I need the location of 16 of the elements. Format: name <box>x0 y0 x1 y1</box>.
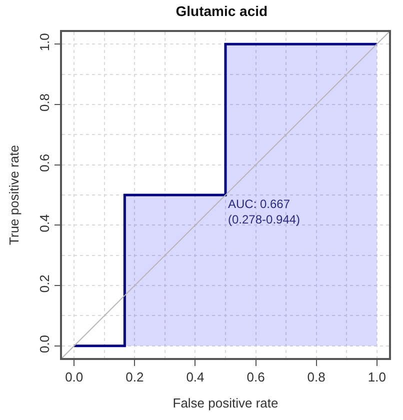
y-tick-label: 0.4 <box>37 214 52 232</box>
x-tick-label: 0.0 <box>65 369 84 384</box>
y-tick-label: 0.8 <box>37 93 52 112</box>
x-tick-label: 1.0 <box>368 369 386 384</box>
y-tick-label: 0.6 <box>37 154 52 172</box>
x-axis-title: False positive rate <box>172 395 278 410</box>
x-tick-label: 0.4 <box>186 369 204 384</box>
x-tick-label: 0.8 <box>307 369 326 384</box>
x-tick-label: 0.2 <box>126 369 144 384</box>
y-axis-title: True positive rate <box>6 145 22 245</box>
x-tick-label: 0.6 <box>246 369 265 384</box>
chart-title: Glutamic acid <box>176 3 268 20</box>
y-tick-label: 1.0 <box>37 33 52 52</box>
annotation: AUC: 0.667 (0.278-0.944) <box>228 197 300 227</box>
y-tick-label: 0.0 <box>37 334 52 354</box>
y-tick-label: 0.2 <box>37 274 52 293</box>
